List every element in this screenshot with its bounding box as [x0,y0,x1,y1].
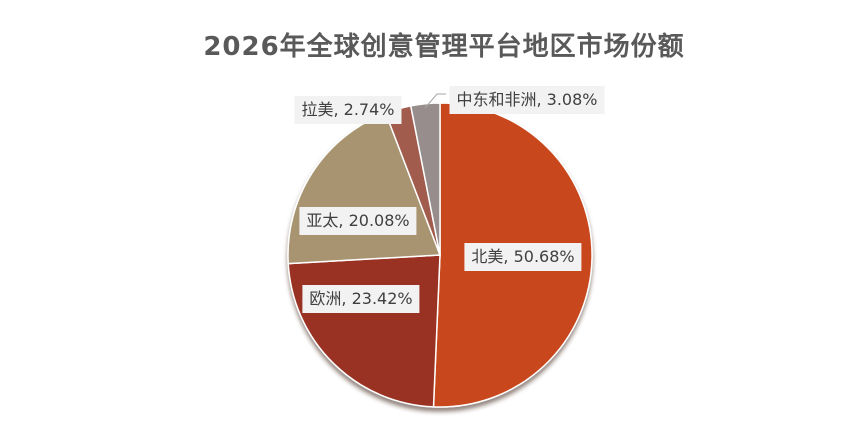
pie-slice-middle-east-africa [410,102,441,256]
data-label-latin-america: 拉美, 2.74% [294,96,402,124]
data-label-north-america: 北美, 50.68% [464,243,582,271]
data-label-europe: 欧洲, 23.42% [302,285,420,313]
chart-title: 2026年全球创意管理平台地区市场份额 [203,32,685,62]
leader-line-middle-east-africa [424,93,446,109]
pie-slice-europe [287,254,441,408]
data-label-asia-pacific: 亚太, 20.08% [299,207,417,235]
data-label-middle-east-africa: 中东和非洲, 3.08% [449,86,605,114]
